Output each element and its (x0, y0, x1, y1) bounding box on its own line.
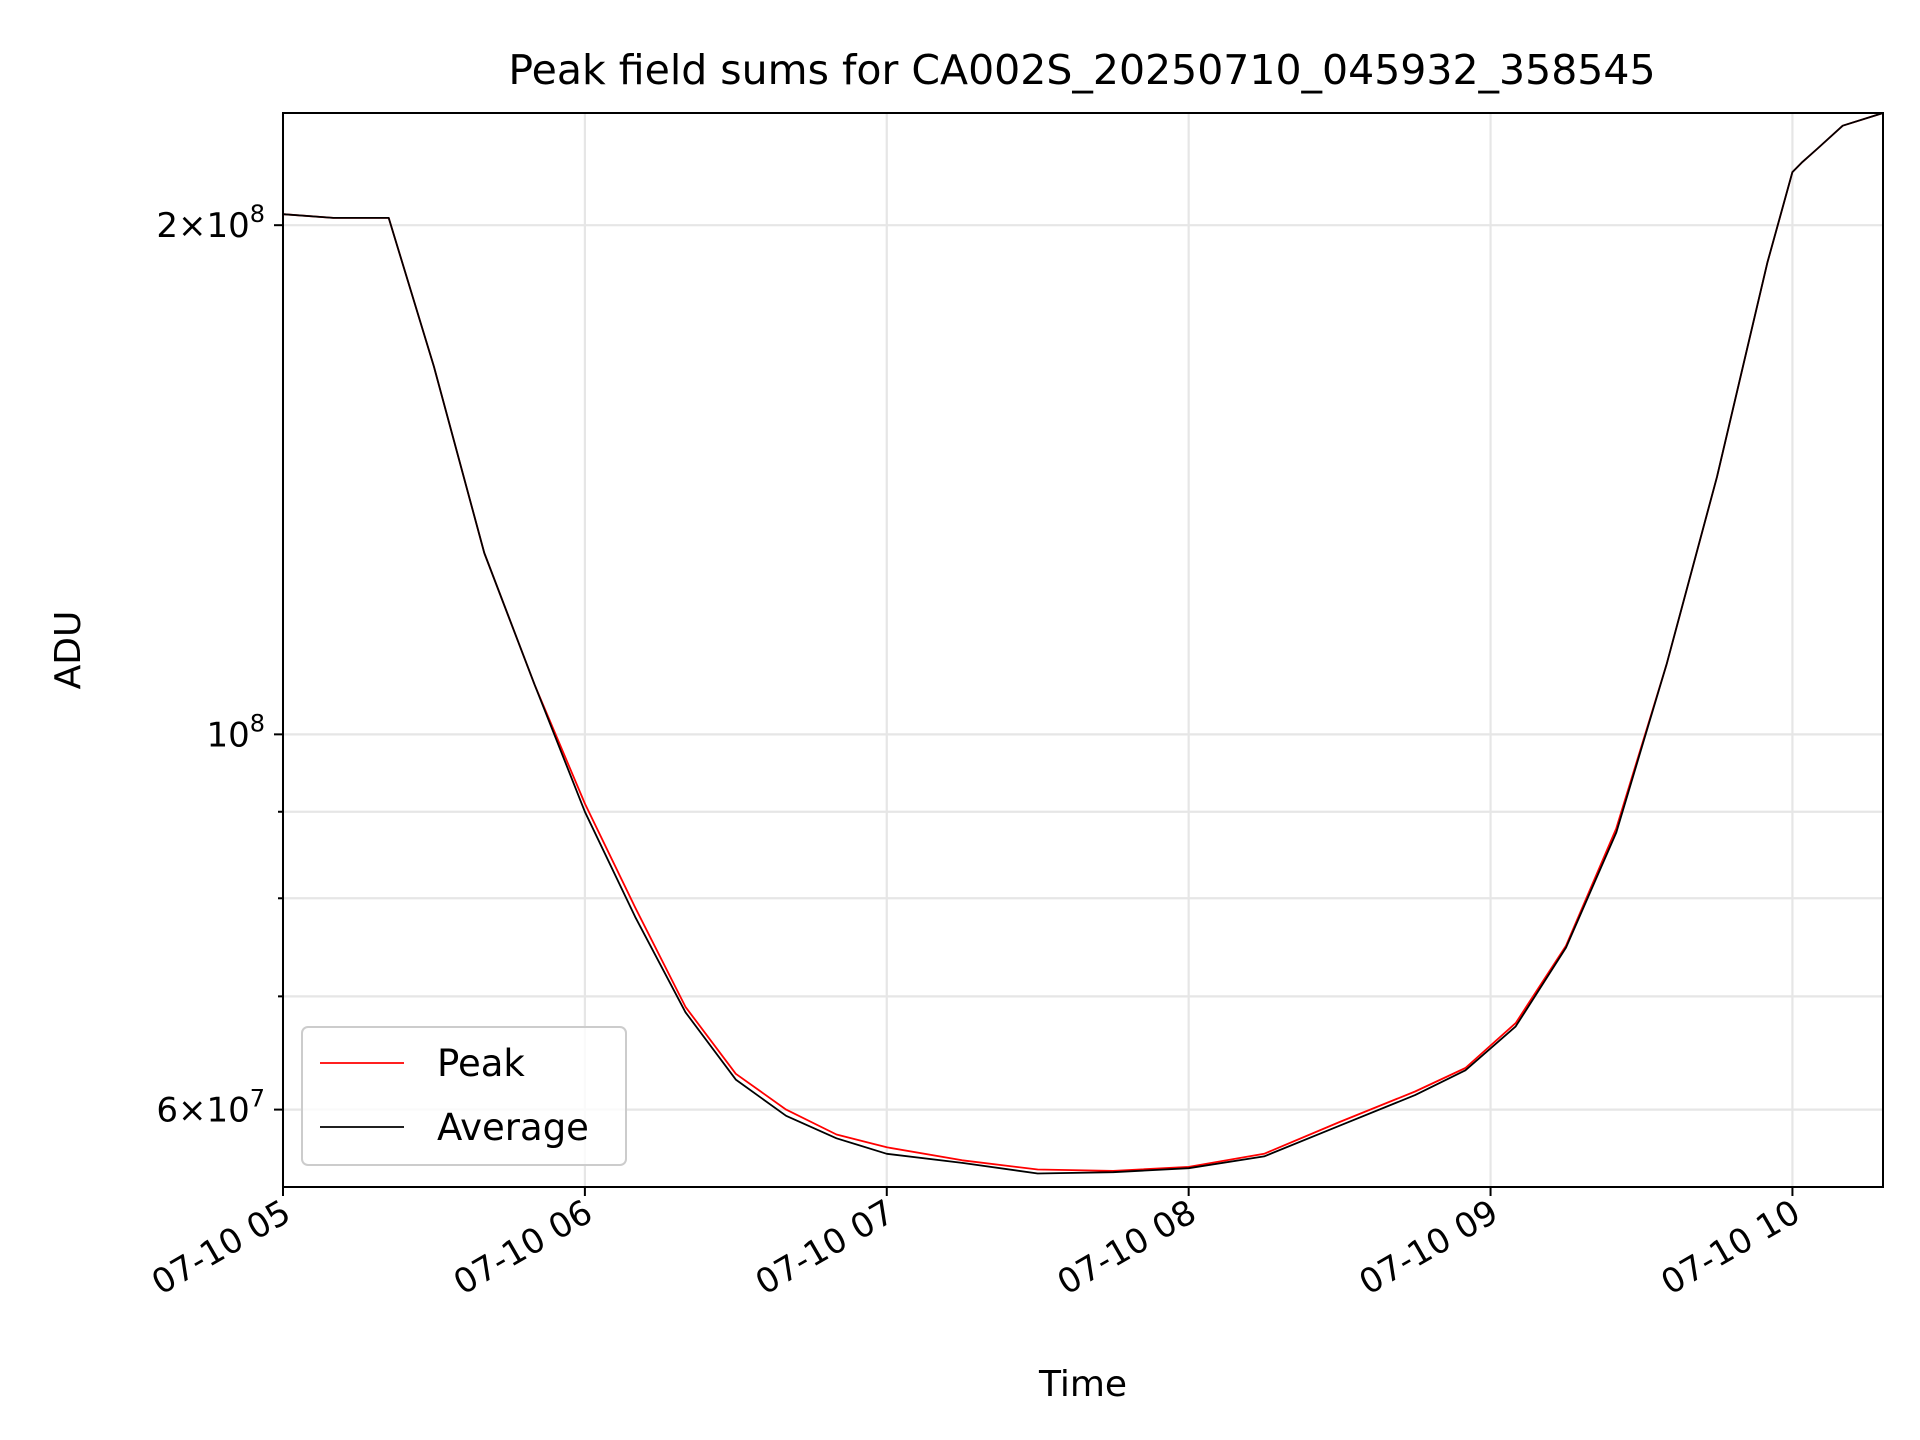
legend-label-peak: Peak (437, 1042, 525, 1085)
x-axis-label: Time (1038, 1364, 1127, 1405)
plot-frame (282, 112, 1884, 1188)
y-tick-label-0: 6×107 (156, 1085, 265, 1131)
legend-box (301, 1026, 627, 1166)
grid (281, 113, 1883, 1187)
y-axis: 6×107 108 2×108 (156, 200, 283, 1131)
y-tick-label-1: 108 (206, 709, 265, 755)
y-tick-label-2: 2×108 (156, 200, 265, 246)
series-layer (283, 113, 1883, 1175)
chart-title: Peak field sums for CA002S_20250710_0459… (508, 46, 1655, 94)
y-axis-label: ADU (48, 611, 89, 690)
legend-label-average: Average (437, 1106, 589, 1149)
series-line-average (283, 113, 1883, 1175)
legend: Peak Average (301, 1026, 627, 1166)
